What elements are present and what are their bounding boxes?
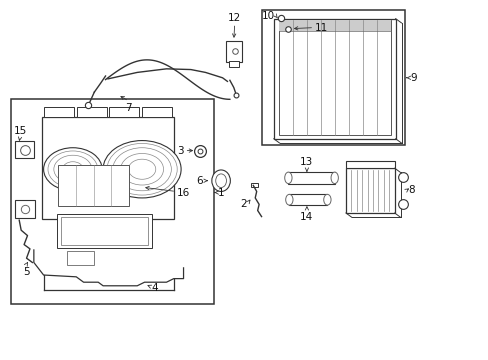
Ellipse shape — [323, 194, 330, 205]
Circle shape — [103, 140, 181, 198]
Bar — [273, 19, 395, 139]
Ellipse shape — [215, 174, 226, 188]
Bar — [250, 183, 258, 187]
Text: 12: 12 — [228, 13, 241, 23]
Text: 8: 8 — [407, 185, 414, 195]
Text: 9: 9 — [409, 73, 416, 83]
Bar — [43, 107, 73, 117]
Ellipse shape — [284, 172, 291, 184]
Bar — [76, 107, 106, 117]
Text: 2: 2 — [240, 199, 246, 210]
Bar — [225, 41, 241, 62]
Bar — [15, 141, 34, 158]
Text: 5: 5 — [22, 267, 29, 277]
Ellipse shape — [211, 170, 230, 192]
Ellipse shape — [285, 194, 292, 205]
Bar — [57, 214, 152, 248]
Text: 1: 1 — [217, 188, 224, 198]
Bar — [288, 172, 334, 184]
Text: 3: 3 — [177, 145, 183, 156]
Text: 11: 11 — [315, 23, 328, 33]
Bar — [142, 107, 172, 117]
Bar — [289, 194, 327, 205]
Bar — [109, 107, 139, 117]
Text: 15: 15 — [14, 126, 27, 135]
Bar — [278, 21, 390, 135]
Bar — [345, 168, 394, 213]
Text: 10: 10 — [261, 11, 274, 21]
Text: 7: 7 — [125, 103, 131, 113]
Bar — [42, 117, 173, 220]
Bar — [15, 200, 35, 218]
Text: 13: 13 — [300, 157, 313, 167]
Text: 6: 6 — [196, 176, 203, 186]
Bar — [67, 251, 94, 265]
Bar — [11, 99, 213, 304]
Text: 14: 14 — [300, 212, 313, 221]
Ellipse shape — [330, 172, 338, 184]
Bar — [228, 60, 238, 67]
Text: 4: 4 — [152, 283, 158, 293]
Bar — [278, 21, 390, 31]
Bar — [345, 161, 394, 168]
Bar — [61, 217, 148, 245]
Text: 16: 16 — [177, 188, 190, 198]
Circle shape — [43, 148, 102, 191]
Bar — [58, 165, 129, 206]
Bar — [261, 10, 405, 145]
